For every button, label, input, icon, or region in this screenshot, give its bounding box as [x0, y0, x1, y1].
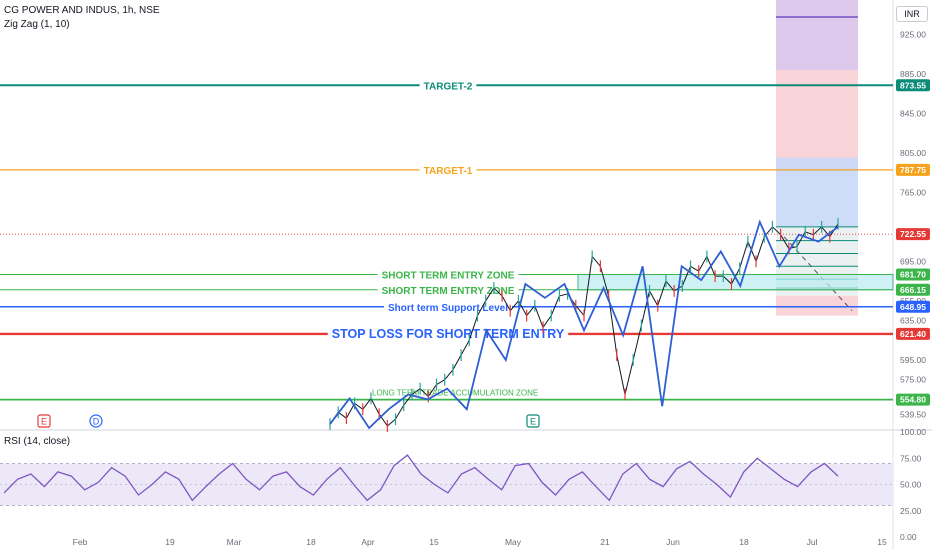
x-tick-label: 15 — [429, 537, 439, 547]
event-marker — [37, 414, 51, 428]
price-tag — [896, 393, 930, 406]
zigzag-line — [329, 219, 839, 430]
level-label: TARGET-1 — [424, 166, 473, 177]
price-tag — [896, 79, 930, 92]
level-label-bg — [419, 78, 477, 93]
level-label-bg — [377, 282, 519, 297]
event-marker-label: E — [530, 417, 536, 427]
price-tag — [896, 163, 930, 176]
price-tag-label: 722.55 — [900, 229, 926, 239]
level-label: SHORT TERM ENTRY ZONE — [382, 286, 515, 297]
rsi-label: RSI (14, close) — [4, 436, 71, 447]
y-tick-label: 765.00 — [900, 187, 926, 197]
x-tick-label: Jun — [666, 537, 680, 547]
event-marker-label: E — [41, 417, 47, 427]
x-tick-label: Mar — [227, 537, 242, 547]
price-tag — [896, 283, 930, 296]
rsi-tick-label: 75.00 — [900, 453, 922, 463]
event-marker — [89, 414, 103, 428]
level-lines: TARGET-2 TARGET-1 SHORT TERM ENTRY ZONE SHO… — [0, 78, 893, 401]
x-tick-label: Apr — [361, 537, 374, 547]
y-tick-label: 595.00 — [900, 355, 926, 365]
y-tick-label: 635.00 — [900, 316, 926, 326]
level-label-bg — [377, 267, 519, 282]
y-tick-label: 885.00 — [900, 69, 926, 79]
entry-zone-blue — [776, 157, 858, 227]
level-label: SHORT TERM ENTRY ZONE — [382, 270, 515, 281]
x-tick-label: 18 — [739, 537, 749, 547]
y-tick-label: 845.00 — [900, 108, 926, 118]
level-label: STOP LOSS FOR SHORT TERM ENTRY — [332, 327, 565, 341]
price-tag-label: 666.15 — [900, 285, 926, 295]
projection-dashed-line — [783, 236, 853, 311]
level-label-bg — [327, 326, 569, 341]
rsi-tick-label: 25.00 — [900, 506, 922, 516]
level-label: TARGET-2 — [424, 81, 473, 92]
price-tag-label: 554.80 — [900, 395, 926, 405]
risk-zone-bottom — [776, 295, 858, 316]
event-marker — [526, 414, 540, 428]
price-tag-label: 873.55 — [900, 80, 926, 90]
x-tick-label: May — [505, 537, 522, 547]
y-tick-label: 805.00 — [900, 148, 926, 158]
price-tag — [896, 228, 930, 241]
indicator-label: Zig Zag (1, 10) — [4, 19, 70, 30]
y-tick-label: 695.00 — [900, 256, 926, 266]
price-tag — [896, 327, 930, 340]
x-tick-label: 18 — [306, 537, 316, 547]
rsi-line — [3, 454, 839, 502]
price-tag-label: 787.75 — [900, 165, 926, 175]
level-label: LONG TERM TRADE ACCUMULATION ZONE — [372, 389, 538, 398]
target-zone-purple — [776, 0, 858, 70]
y-tick-label: 575.00 — [900, 375, 926, 385]
chart-title: CG POWER AND INDUS, 1h, NSE — [4, 5, 160, 16]
y-tick-label: 925.00 — [900, 30, 926, 40]
level-label: Short term Support Level — [388, 303, 508, 314]
rsi-tick-label: 0.00 — [900, 532, 917, 542]
rsi-tick-label: 50.00 — [900, 480, 922, 490]
price-tag — [896, 268, 930, 281]
price-tag-label: 648.95 — [900, 302, 926, 312]
rsi-pane — [0, 454, 893, 506]
price-tags: 873.55 787.75 722.55 681.70 666.15 648.95 621.… — [896, 79, 930, 406]
rsi-tick-label: 100.00 — [900, 427, 926, 437]
price-tag-label: 621.40 — [900, 329, 926, 339]
y-tick-label: 539.50 — [900, 410, 926, 420]
x-tick-label: 21 — [600, 537, 610, 547]
x-tick-label: Feb — [73, 537, 88, 547]
level-label-bg — [419, 162, 477, 177]
price-tag-label: 681.70 — [900, 269, 926, 279]
currency-button[interactable]: INR — [896, 6, 928, 22]
price-tag — [896, 300, 930, 313]
x-tick-label: 19 — [165, 537, 175, 547]
event-marker-label: D — [93, 417, 100, 427]
x-tick-label: Jul — [807, 537, 818, 547]
x-tick-label: 15 — [877, 537, 887, 547]
